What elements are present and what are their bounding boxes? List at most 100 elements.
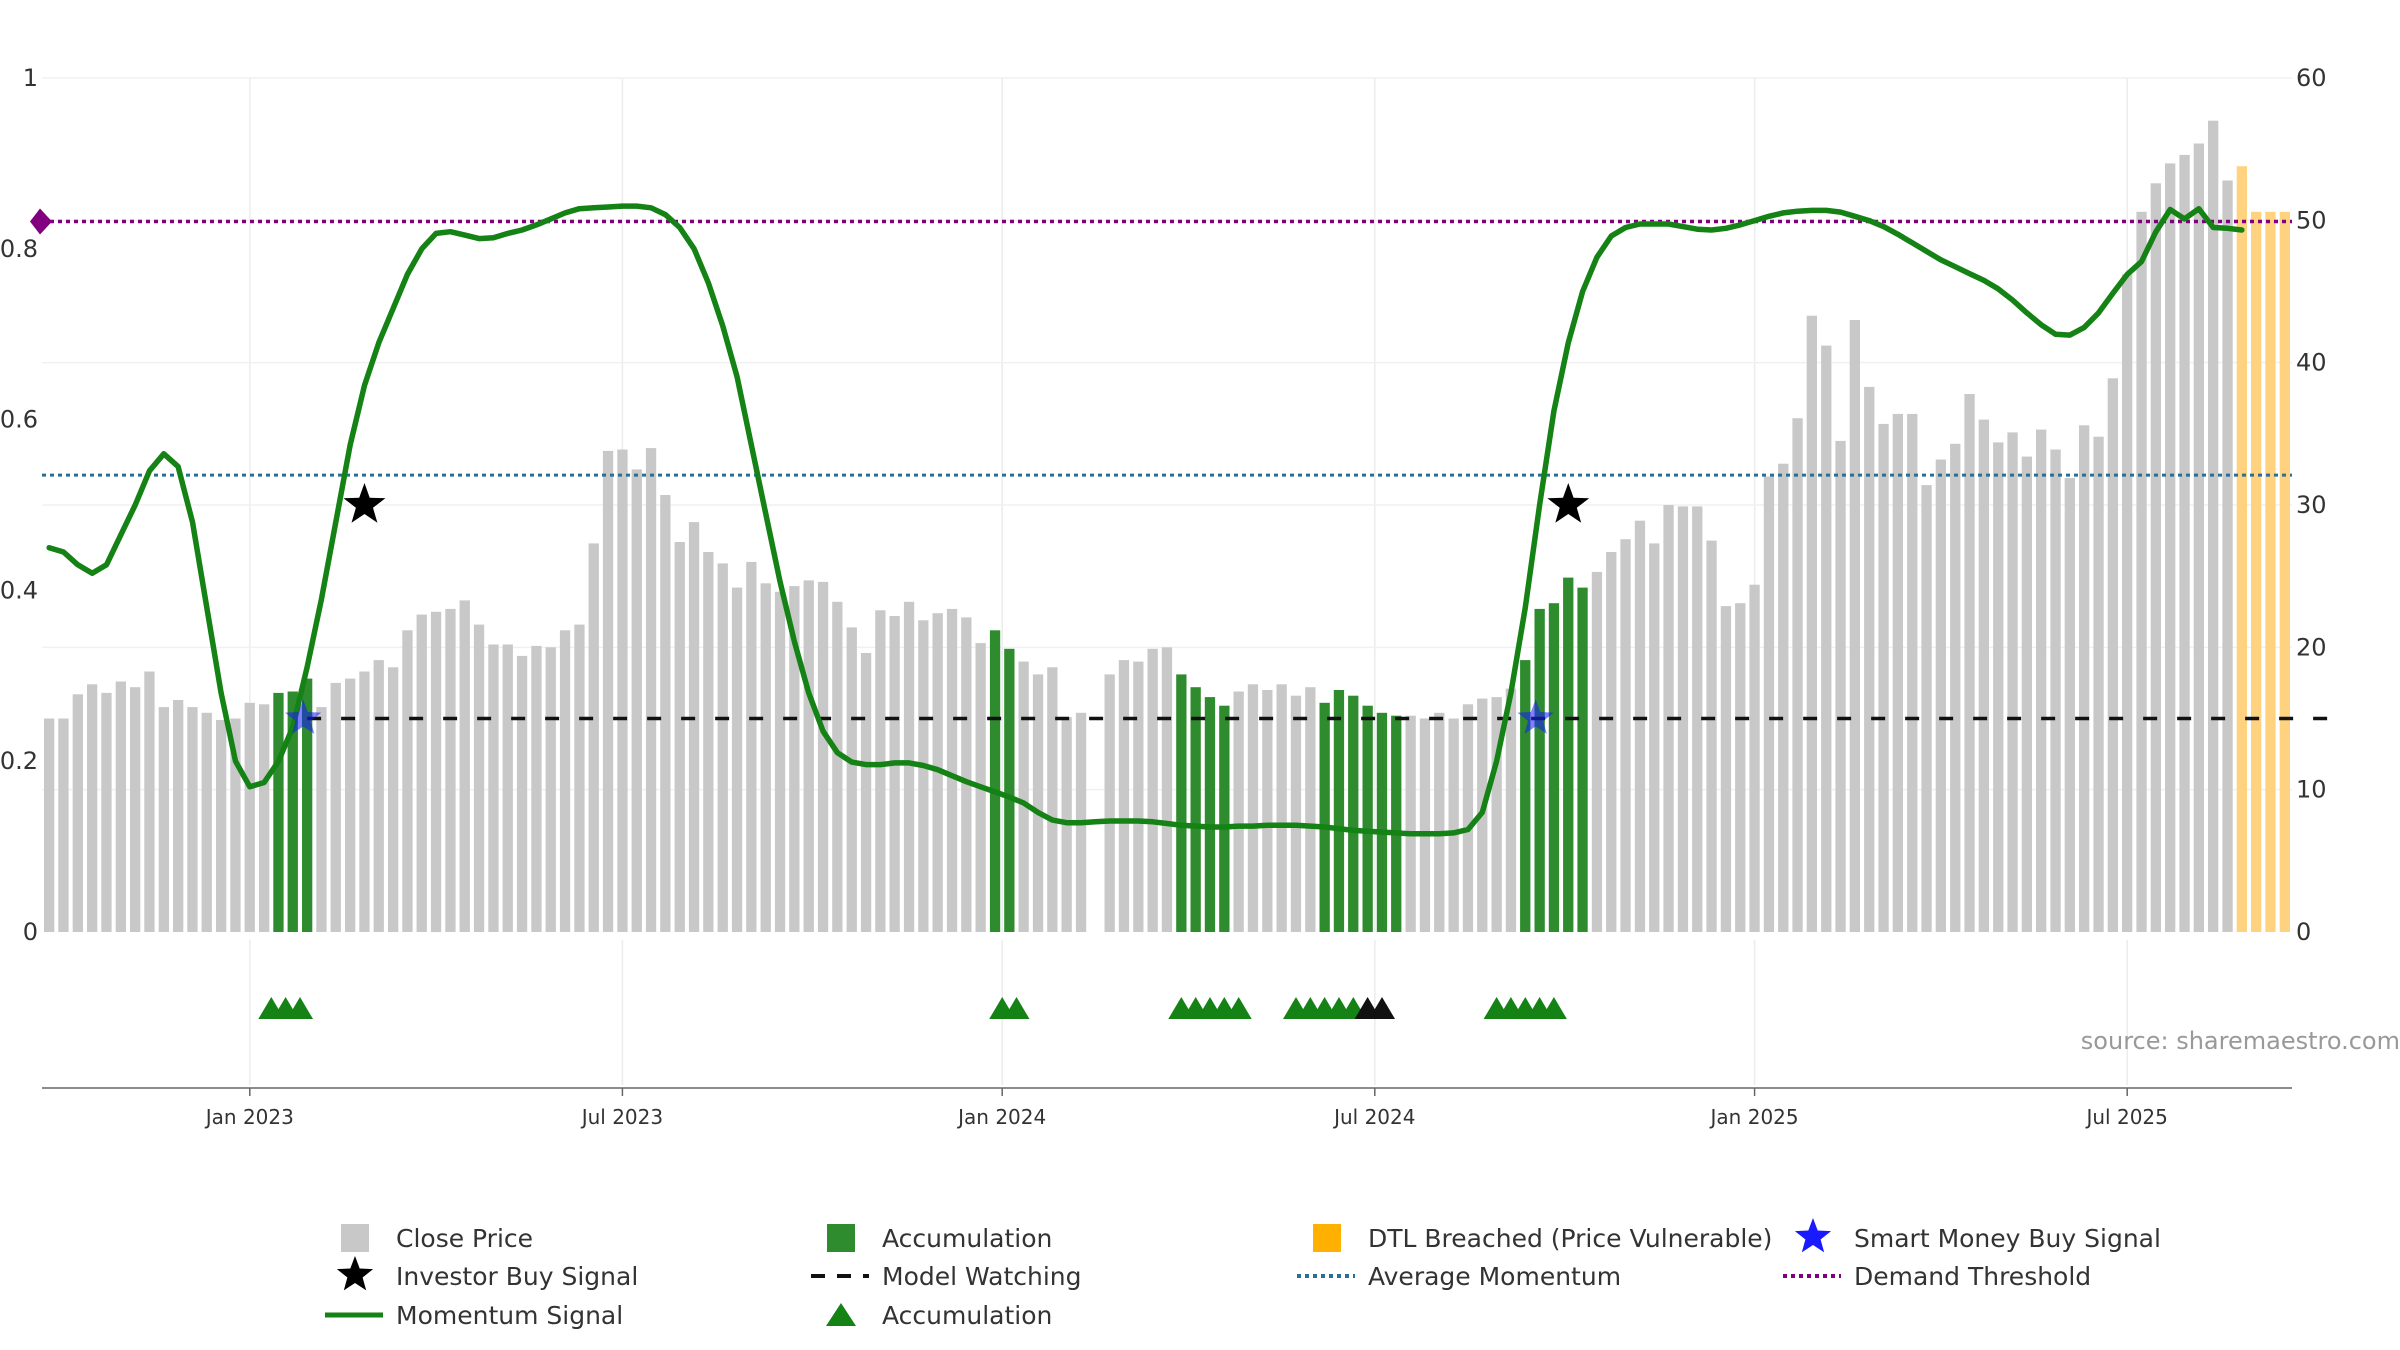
legend-item: Model Watching [811,1262,1082,1291]
price-bar [1290,695,1302,932]
price-bar [1577,587,1588,932]
price-bar [430,611,442,933]
price-bar [1935,459,1946,932]
price-bar [2122,274,2133,932]
price-bar [717,563,728,932]
price-bar [1047,667,1058,932]
legend: Close Price Accumulation DTL Breached (Pri… [325,1218,2161,1330]
price-bar [130,687,141,932]
momentum-line [46,203,2245,837]
price-bar [1319,702,1330,932]
reference-lines [30,208,2343,721]
price-bar [1219,705,1230,932]
price-bar [44,718,55,932]
x-tick-label: Jul 2025 [2084,1105,2167,1129]
legend-swatch [827,1224,855,1252]
price-bar [1247,684,1259,932]
price-bar [545,647,556,932]
price-bar [817,581,829,932]
price-bar [1606,552,1617,932]
momentum-signal [46,203,2245,837]
legend-label: Demand Threshold [1854,1262,2091,1291]
price-bar [1921,485,1932,932]
legend-item: Average Momentum [1297,1262,1621,1291]
price-bar [1964,394,1975,932]
price-bar [1262,690,1273,932]
right-axis-label: 10 [2296,776,2327,804]
price-bar [2050,449,2061,932]
price-bar [860,653,872,932]
price-bar [2279,211,2290,933]
price-bar [660,495,671,932]
price-bar [703,552,714,932]
price-bar [1505,688,1517,932]
legend-star-icon [336,1256,374,1291]
price-bar [674,542,685,932]
price-bar [1548,603,1560,932]
legend-item: Accumulation [827,1224,1052,1253]
price-bar [1907,413,1918,932]
price-bar [1305,687,1316,932]
investor-buy-star [1547,483,1590,523]
price-bar [645,448,657,932]
price-bar [631,469,642,932]
price-bar [2165,163,2176,932]
price-bar [946,608,958,932]
price-bar [2107,378,2118,932]
legend-item: Demand Threshold [1783,1262,2091,1291]
price-bar [1376,712,1388,932]
price-bar [1018,661,1029,932]
legend-label: Accumulation [882,1224,1052,1253]
price-bar [516,655,528,932]
price-bar [187,707,198,932]
legend-triangle-icon [826,1303,856,1326]
price-bar [574,624,585,932]
accumulation-triangle [1225,997,1252,1019]
investor-buy-star [343,483,386,523]
right-axis-label: 20 [2296,633,2327,661]
x-tick-label: Jan 2025 [1709,1105,1799,1129]
price-bar [287,691,298,932]
price-bar [1491,697,1502,932]
price-bar [903,601,915,932]
price-bar [1620,539,1631,932]
price-bar [789,586,800,932]
left-axis-label: 0 [23,918,38,946]
price-bar [58,718,69,932]
price-bar [1692,506,1703,932]
price-bar [1563,577,1574,932]
price-bar [803,580,814,932]
price-bar [1176,674,1187,932]
price-bar [72,694,83,932]
smart-money-star [285,699,322,734]
price-bar [158,707,169,932]
price-bar [1147,648,1158,932]
price-bar [1649,543,1660,932]
price-bar [832,601,843,932]
price-bar [1032,674,1044,932]
price-bar [359,671,370,932]
left-axis-label: 0.4 [0,576,38,604]
legend-label: Smart Money Buy Signal [1854,1224,2161,1253]
source-label: source: sharemaestro.com [2081,1027,2400,1055]
right-axis-label: 60 [2296,64,2327,92]
price-bar [1276,684,1287,932]
price-bar [1161,647,1173,932]
close-price-bars [44,120,2290,933]
price-bar [1806,315,1817,932]
price-bar [201,712,212,932]
price-bar [1591,571,1603,932]
price-bar [1004,648,1015,932]
price-bar [173,700,184,932]
price-bar [2236,166,2247,932]
price-bar [531,645,542,932]
price-bar [1405,715,1416,932]
price-bar [230,718,241,932]
price-bar [1118,660,1130,932]
price-bar [1419,718,1431,932]
legend-item: Smart Money Buy Signal [1794,1218,2161,1253]
legend-label: Investor Buy Signal [396,1262,638,1291]
price-bar [774,591,786,932]
price-bar [416,614,427,932]
